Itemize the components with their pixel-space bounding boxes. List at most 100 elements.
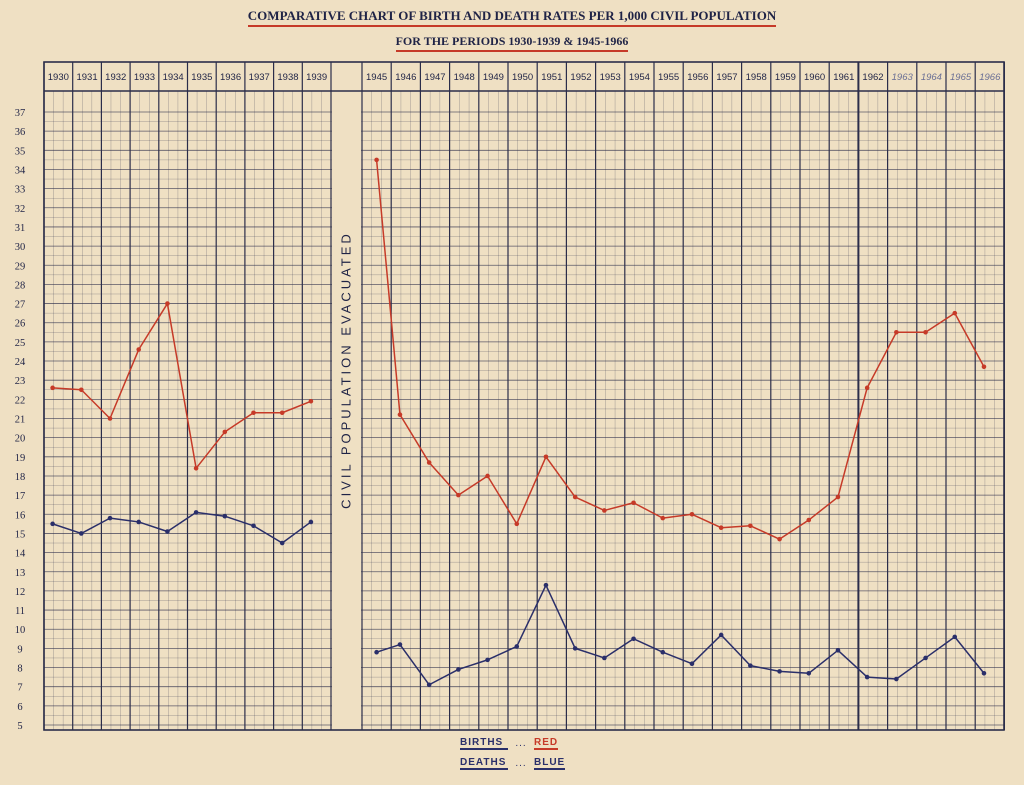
y-tick-label: 32	[15, 204, 26, 215]
births-point	[193, 466, 199, 471]
y-tick-label: 16	[15, 510, 26, 521]
births-point	[136, 347, 142, 352]
x-tick-label: 1962	[862, 72, 883, 83]
deaths-point	[485, 657, 490, 663]
deaths-point	[374, 649, 379, 655]
x-tick-label: 1948	[454, 72, 475, 83]
x-tick-label: 1939	[306, 72, 327, 83]
chart-subtitle-text: FOR THE PERIODS 1930-1939 & 1945-1966	[395, 34, 629, 52]
deaths-point	[689, 661, 695, 666]
x-tick-label: 1938	[277, 72, 298, 83]
y-tick-label: 9	[17, 644, 22, 655]
deaths-point	[777, 669, 782, 674]
legend-births-label: BIRTHS	[460, 737, 508, 750]
y-tick-label: 15	[15, 529, 26, 540]
y-tick-label: 25	[15, 338, 26, 349]
x-tick-label: 1951	[541, 72, 562, 83]
x-tick-label: 1950	[512, 72, 533, 83]
legend-deaths: DEATHS ... BLUE	[460, 753, 566, 773]
births-point	[835, 494, 841, 500]
x-tick-label: 1964	[921, 72, 942, 83]
births-point	[748, 523, 753, 529]
y-tick-label: 20	[15, 434, 26, 445]
deaths-point	[222, 513, 228, 519]
x-tick-label: 1947	[424, 72, 445, 83]
y-tick-label: 31	[15, 223, 26, 234]
deaths-point	[456, 667, 461, 672]
births-point	[660, 515, 666, 521]
births-point	[543, 454, 549, 460]
x-tick-label: 1934	[163, 72, 184, 83]
births-point	[251, 410, 256, 416]
births-point	[485, 473, 490, 479]
births-point	[981, 364, 987, 370]
deaths-point	[864, 674, 870, 680]
births-point	[279, 410, 285, 416]
x-tick-label: 1931	[76, 72, 97, 83]
legend-deaths-separator: ...	[515, 757, 527, 769]
x-tick-label: 1965	[950, 72, 972, 83]
births-point	[952, 310, 958, 316]
y-tick-label: 26	[15, 319, 26, 330]
x-tick-label: 1963	[892, 72, 914, 83]
x-tick-label: 1959	[775, 72, 796, 83]
x-tick-label: 1949	[483, 72, 504, 83]
births-point	[514, 521, 520, 527]
chart-title-text: COMPARATIVE CHART OF BIRTH AND DEATH RAT…	[247, 8, 777, 27]
y-tick-label: 34	[15, 165, 26, 176]
births-point	[864, 385, 870, 391]
y-tick-label: 7	[17, 683, 22, 694]
x-tick-label: 1953	[600, 72, 621, 83]
births-point	[165, 301, 170, 306]
deaths-point	[981, 670, 987, 676]
gap-label: CIVIL POPULATION EVACUATED	[339, 231, 354, 509]
deaths-point	[514, 644, 520, 649]
births-point	[572, 494, 578, 500]
legend-births-color: RED	[534, 736, 559, 750]
births-point	[426, 460, 432, 465]
deaths-point	[835, 647, 841, 653]
deaths-point	[572, 646, 578, 651]
legend-births-separator: ...	[515, 737, 527, 749]
x-tick-label: 1936	[220, 72, 241, 83]
x-tick-label: 1958	[746, 72, 767, 83]
x-tick-label: 1954	[629, 72, 650, 83]
deaths-point	[631, 636, 636, 642]
y-tick-label: 17	[15, 491, 26, 502]
x-tick-label: 1935	[191, 72, 212, 83]
births-point	[718, 525, 724, 530]
deaths-point	[602, 655, 607, 661]
x-tick-label: 1946	[395, 72, 416, 83]
x-tick-label: 1955	[658, 72, 679, 83]
deaths-point	[748, 663, 753, 668]
legend-deaths-color: BLUE	[534, 756, 566, 770]
births-point	[923, 329, 928, 335]
y-tick-label: 37	[15, 108, 26, 119]
chart-subtitle: FOR THE PERIODS 1930-1939 & 1945-1966	[0, 34, 1024, 52]
births-line-period1	[52, 302, 312, 470]
births-point	[602, 508, 607, 513]
y-tick-label: 29	[15, 261, 26, 272]
y-tick-label: 19	[15, 453, 26, 464]
x-tick-label: 1957	[716, 72, 737, 83]
chart-frame	[43, 61, 1005, 731]
deaths-point	[806, 670, 812, 676]
deaths-point	[165, 529, 170, 534]
deaths-line-period1	[52, 511, 312, 544]
births-point	[397, 412, 403, 417]
births-point	[308, 398, 314, 404]
y-tick-label: 8	[17, 664, 22, 675]
y-tick-label: 5	[17, 721, 22, 732]
x-tick-label: 1945	[366, 72, 387, 83]
deaths-point	[923, 655, 928, 661]
y-tick-label: 22	[15, 395, 26, 406]
births-point	[456, 492, 461, 498]
legend: BIRTHS ... RED DEATHS ... BLUE	[460, 733, 566, 773]
births-point	[631, 500, 636, 506]
deaths-line-period2	[376, 584, 985, 686]
legend-births: BIRTHS ... RED	[460, 733, 565, 753]
y-tick-label: 28	[15, 280, 26, 291]
births-line-period2	[375, 159, 985, 540]
x-tick-label: 1952	[570, 72, 591, 83]
births-point	[894, 329, 899, 335]
